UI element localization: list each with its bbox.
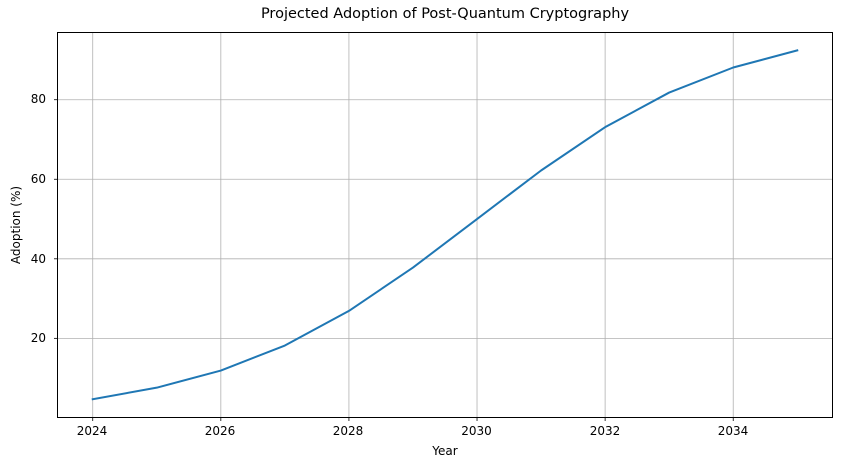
grid-lines [57,32,833,418]
adoption-line [91,49,799,401]
y-tick-label: 80 [30,92,46,106]
y-axis-label: Adoption (%) [9,185,23,265]
y-tick-label: 40 [30,251,46,266]
x-axis-label: Year [432,444,458,458]
y-tick-label: 20 [30,331,46,345]
x-tick-label: 2030 [461,424,492,438]
x-tick-label: 2028 [332,424,364,438]
tick-marks [54,99,734,421]
x-tick-label: 2034 [717,424,749,438]
chart-title: Projected Adoption of Post-Quantum Crypt… [260,6,630,22]
x-tick-label: 2026 [204,424,236,438]
plot-frame [57,32,833,418]
y-tick-label: 60 [30,172,46,186]
x-tick-label: 2032 [589,424,621,438]
x-tick-label: 2024 [76,424,108,438]
